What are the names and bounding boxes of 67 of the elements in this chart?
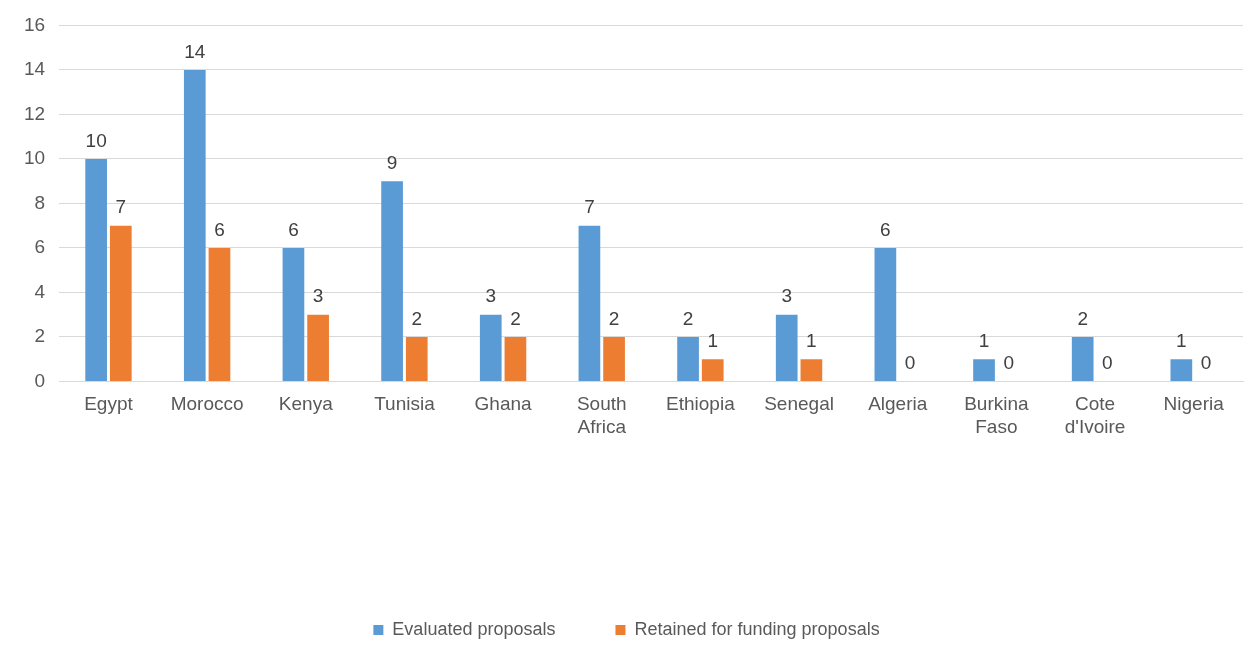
data-label: 3: [312, 285, 324, 307]
y-tick-label: 2: [34, 325, 46, 347]
bar: [677, 336, 699, 381]
bar: [183, 69, 206, 381]
data-label: 6: [880, 218, 891, 240]
legend-label: Retained for funding proposals: [634, 618, 880, 639]
data-label: 2: [510, 307, 521, 329]
x-tick-label: Ethiopia: [666, 393, 736, 415]
data-label: 2: [1077, 307, 1088, 329]
data-label: 3: [485, 285, 497, 307]
data-label: 0: [1200, 352, 1212, 374]
x-tick-label: Egypt: [84, 393, 134, 415]
data-label: 1: [707, 329, 719, 351]
data-label: 10: [85, 129, 107, 151]
x-tick-label: Senegal: [764, 393, 834, 415]
y-tick-label: 10: [23, 147, 46, 169]
bar: [578, 225, 601, 381]
y-tick-label: 6: [34, 236, 46, 258]
bar: [307, 314, 329, 381]
bar: [603, 336, 625, 381]
x-tick-label: Ghana: [474, 393, 533, 415]
bar: [1071, 336, 1094, 381]
x-tick-label: Cote d'Ivoire: [1064, 393, 1126, 437]
data-label: 7: [584, 196, 595, 218]
x-tick-label: South Africa: [576, 393, 627, 437]
data-label: 2: [682, 307, 694, 329]
data-label: 0: [904, 352, 916, 374]
bar: [479, 314, 502, 381]
x-tick-label: Nigeria: [1163, 393, 1225, 415]
bar: [973, 359, 995, 381]
y-tick-label: 12: [23, 102, 46, 124]
bar: [504, 336, 527, 381]
data-label: 9: [386, 151, 398, 173]
data-label: 14: [184, 40, 206, 62]
bar: [85, 158, 107, 381]
x-tick-label: Algeria: [868, 393, 928, 415]
data-label: 0: [1003, 352, 1014, 374]
bar: [800, 359, 823, 381]
y-tick-label: 8: [34, 191, 46, 213]
data-label: 1: [806, 329, 817, 351]
bar: [701, 359, 724, 381]
y-tick-label: 16: [23, 13, 46, 35]
data-label: 2: [411, 307, 423, 329]
y-tick-label: 0: [34, 369, 46, 391]
x-tick-label: Kenya: [278, 393, 334, 415]
bar: [874, 247, 897, 381]
bar: [775, 314, 798, 381]
y-tick-label: 4: [34, 280, 46, 302]
data-label: 3: [781, 285, 793, 307]
bar: [282, 247, 305, 381]
data-label: 7: [115, 196, 127, 218]
data-label: 1: [1176, 329, 1187, 351]
bar: [381, 181, 403, 381]
bar: [1170, 359, 1193, 381]
x-tick-label: Burkina Faso: [964, 393, 1030, 437]
bar: [405, 336, 428, 381]
x-tick-label: Morocco: [170, 393, 244, 415]
legend-label: Evaluated proposals: [392, 618, 556, 639]
bar: [109, 225, 132, 381]
data-label: 2: [608, 307, 620, 329]
data-label: 1: [978, 329, 990, 351]
x-tick-label: Tunisia: [374, 393, 436, 415]
bar: [208, 247, 231, 381]
y-tick-label: 14: [23, 58, 46, 80]
data-label: 6: [214, 218, 225, 240]
data-label: 0: [1102, 352, 1113, 374]
data-label: 6: [288, 218, 299, 240]
